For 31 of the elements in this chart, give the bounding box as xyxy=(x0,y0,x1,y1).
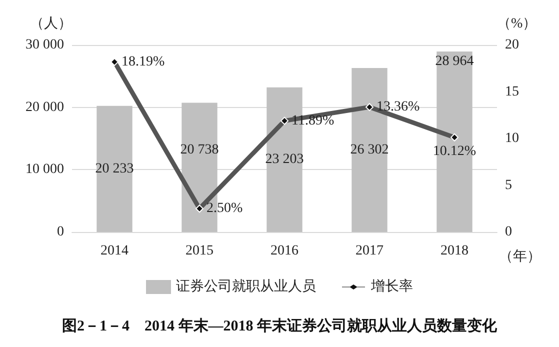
x-tick-label: 2014 xyxy=(100,244,128,258)
y2-tick-label: 0 xyxy=(505,224,512,240)
y-tick-label: 30 000 xyxy=(26,38,64,52)
x-tick-label: 2017 xyxy=(356,244,384,258)
data-label: 28 964 xyxy=(435,54,474,69)
y-axis-title: （人） xyxy=(30,16,72,32)
legend-label: 证券公司就职从业人员 xyxy=(176,278,316,294)
data-label: 2.50% xyxy=(206,201,243,216)
data-label: 18.19% xyxy=(122,54,165,70)
text: 图2－1－4 2014 年末—2018 年末证券公司就职从业人员数量变化 xyxy=(62,316,498,334)
y2-tick-label: 15 xyxy=(505,84,519,100)
data-label: 26 302 xyxy=(350,142,389,158)
x-tick-label: 2015 xyxy=(186,244,214,258)
data-label: 20 738 xyxy=(180,142,219,158)
y-tick-label: 10 000 xyxy=(26,162,64,178)
legend-label: 增长率 xyxy=(370,278,413,294)
data-label: 10.12% xyxy=(432,144,476,159)
data-label: 20 233 xyxy=(95,161,134,176)
bar xyxy=(96,106,132,232)
y2-axis-title: （%） xyxy=(497,16,537,32)
x-tick-label: 2016 xyxy=(270,244,298,258)
y2-tick-label: 10 xyxy=(505,131,519,146)
data-label: 23 203 xyxy=(265,152,304,168)
y2-tick-label: 20 xyxy=(505,38,519,52)
data-label: 11.89% xyxy=(292,113,334,128)
y-tick-label: 20 000 xyxy=(26,100,64,115)
y-tick-label: 0 xyxy=(57,224,64,240)
x-tick-label: 2018 xyxy=(440,244,468,258)
data-label: 13.36% xyxy=(376,100,420,115)
y2-tick-label: 5 xyxy=(505,178,512,193)
x-axis-title: （年） xyxy=(499,248,541,264)
